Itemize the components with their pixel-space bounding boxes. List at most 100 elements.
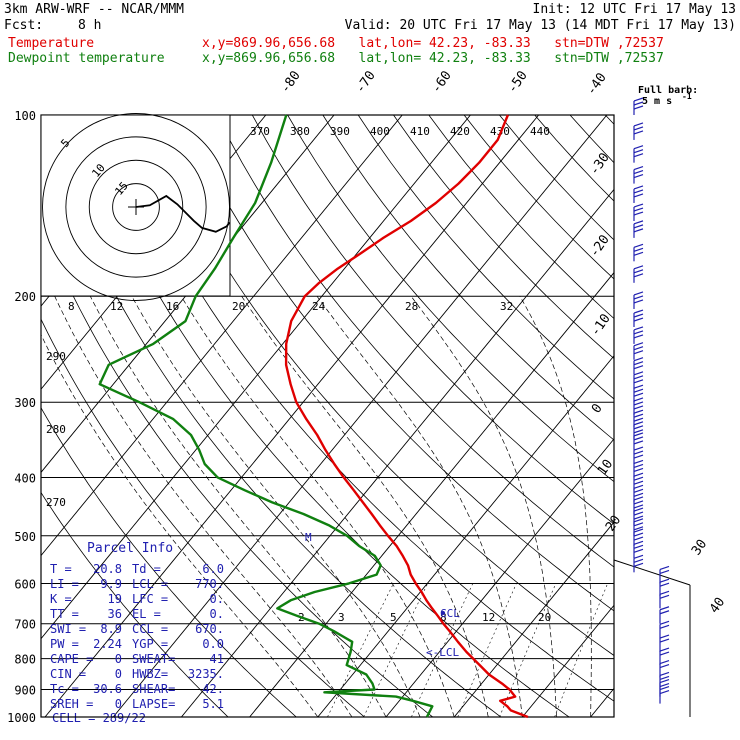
hodograph-ring — [88, 159, 184, 255]
mixing-ratio-low-label: 20 — [538, 611, 551, 624]
wind-barb-flag — [633, 273, 644, 278]
parcel-info-cell: LI = — [50, 577, 79, 591]
wind-barb — [633, 342, 644, 360]
wind-barb — [659, 620, 670, 639]
mixing-ratio-line — [411, 583, 474, 717]
wind-barb-column — [633, 97, 670, 704]
wind-barb — [633, 459, 644, 478]
parcel-cell: CELL = 289/22 — [52, 711, 146, 725]
parcel-info-cell: 0 — [115, 697, 122, 711]
wind-barb — [633, 243, 644, 262]
left-theta-label: 280 — [46, 423, 66, 436]
forecast-label: Fcst: — [4, 18, 44, 33]
mixing-ratio-label: 8 — [68, 300, 75, 313]
parcel-info-cell: Tc = — [50, 682, 79, 696]
wind-barb-flag — [659, 590, 670, 595]
wind-barb-flag — [659, 663, 670, 669]
mixing-ratio-low-label: 12 — [482, 611, 495, 624]
dry-adiabat-line — [110, 115, 614, 702]
wind-barb-flag — [633, 472, 644, 477]
parcel-info-cell: 670. — [195, 622, 224, 636]
wind-barb-flag — [633, 189, 644, 194]
wind-barb-flag — [659, 594, 670, 599]
wind-barb — [633, 326, 644, 344]
dry-adiabat-line — [499, 115, 614, 241]
wind-barb-flag — [633, 105, 644, 110]
parcel-info-cell: 0 — [115, 667, 122, 681]
wind-barb-flag — [633, 153, 644, 158]
wind-barb-flag — [633, 480, 644, 485]
theta-label: 370 — [250, 125, 270, 138]
wind-barb-flag — [633, 528, 644, 533]
wind-barb-flag — [659, 578, 670, 583]
parcel-info-cell: 770. — [195, 577, 224, 591]
full-barb-label: Full barb: — [638, 85, 698, 96]
pressure-tick-label: 400 — [14, 471, 36, 485]
isotherm-label: -20 — [587, 232, 613, 260]
wind-barb-flag — [633, 193, 644, 198]
wind-barb-flag — [633, 228, 644, 233]
theta-label: 440 — [530, 125, 550, 138]
wind-barb-flag — [659, 651, 670, 656]
isotherm-line — [41, 115, 471, 640]
dry-adiabat-line — [41, 222, 433, 717]
wind-barb — [633, 540, 644, 559]
wind-barb-flag — [633, 334, 644, 339]
dry-adiabat-line — [41, 115, 502, 717]
dry-adiabat-line — [41, 491, 229, 717]
wind-barb-flag — [633, 346, 644, 351]
wind-barb-flag — [633, 357, 644, 362]
wind-barb-flag — [633, 401, 644, 406]
pressure-tick-label: 300 — [14, 396, 36, 410]
wind-barb-flag — [633, 554, 644, 559]
dry-adiabat-line — [75, 115, 570, 717]
wind-barb-flag — [633, 446, 644, 451]
temperature-profile-line — [284, 114, 529, 719]
forecast-hour: 8 h — [78, 18, 102, 33]
dry-adiabat-line — [569, 115, 614, 164]
theta-label: 390 — [330, 125, 350, 138]
isotherm-line — [41, 115, 335, 474]
wind-barb — [633, 446, 644, 465]
parcel-info-title: Parcel Info — [87, 541, 173, 556]
theta-label: 420 — [450, 125, 470, 138]
isotherm-label: -80 — [278, 68, 304, 96]
lcl-marker: <-LCL — [426, 646, 459, 659]
wind-barb-flag — [633, 532, 644, 537]
wind-barb-flag — [659, 606, 670, 611]
wind-barb-flag — [633, 496, 644, 501]
wind-barb — [659, 565, 670, 584]
wind-barb-flag — [633, 504, 644, 509]
pressure-tick-label: 1000 — [7, 711, 36, 725]
wind-barb — [633, 528, 644, 547]
wind-barb-flag — [659, 638, 670, 643]
wind-barb-flag — [633, 436, 644, 441]
init-time: Init: 12 UTC Fri 17 May 13 — [532, 2, 737, 17]
wind-barb-flag — [633, 526, 644, 531]
isotherm-line — [181, 188, 614, 717]
isotherm-line — [44, 115, 539, 717]
parcel-info-cell: 2.24 — [93, 637, 122, 651]
wind-barb-flag — [659, 671, 670, 677]
parcel-info-cell: 36 — [108, 607, 122, 621]
wind-barb — [633, 220, 644, 238]
wind-barb-flag — [633, 392, 644, 397]
wind-barb-flag — [633, 170, 644, 175]
wind-barb-flag — [633, 388, 644, 393]
hodograph-trace — [135, 194, 231, 233]
model-title: 3km ARW-WRF -- NCAR/MMM — [4, 2, 185, 17]
isotherm-label: 30 — [689, 537, 710, 558]
wind-barb-flag — [633, 544, 644, 549]
mixing-ratio-low-label: 5 — [390, 611, 397, 624]
temperature-legend-label: Temperature — [8, 36, 95, 51]
isotherm-line — [385, 438, 614, 717]
wind-barb-flag — [633, 211, 644, 216]
mixing-ratio-low-label: 3 — [338, 611, 345, 624]
pressure-tick-label: 200 — [14, 290, 36, 304]
wind-barb-flag — [633, 384, 644, 389]
wind-barb-flag — [633, 522, 644, 527]
wind-barb-flag — [633, 101, 644, 106]
mixing-ratio-low-label: 8 — [440, 611, 447, 624]
